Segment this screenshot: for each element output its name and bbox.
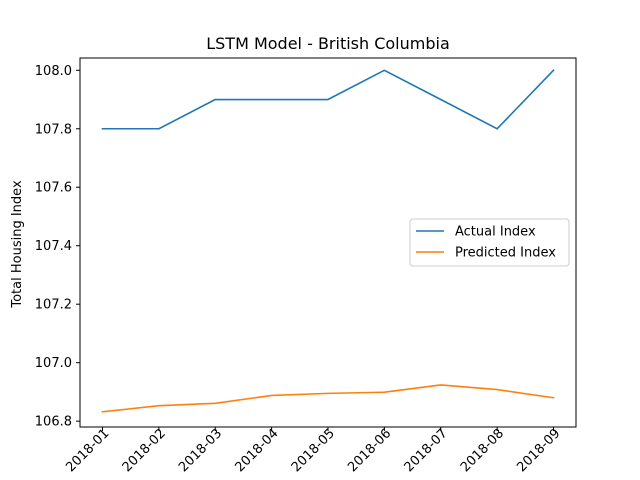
series-line-2 xyxy=(101,384,555,413)
chart-title: LSTM Model - British Columbia xyxy=(206,34,450,53)
y-axis-label: Total Housing Index xyxy=(10,180,25,309)
legend-label-2: Predicted Index xyxy=(455,246,556,261)
x-tick-label: 2018-08 xyxy=(458,426,507,475)
legend: Actual Index Predicted Index xyxy=(409,218,570,267)
y-tick-label: 107.2 xyxy=(35,298,72,313)
x-tick-label: 2018-04 xyxy=(233,426,282,475)
series-layer xyxy=(101,69,555,413)
y-tick-label: 107.0 xyxy=(35,356,72,371)
y-tick-label: 108.0 xyxy=(35,64,72,79)
x-tick-label: 2018-07 xyxy=(402,426,451,475)
axes-layer: 106.8 107.0 107.2 107.4 107.6 107.8 108.0 2018-… xyxy=(35,57,577,475)
x-tick-label: 2018-01 xyxy=(63,426,112,475)
legend-label-1: Actual Index xyxy=(455,225,536,240)
x-tick-label: 2018-02 xyxy=(120,426,169,475)
y-tick-label: 107.4 xyxy=(35,239,72,254)
series-line-1 xyxy=(101,69,555,130)
x-tick-label: 2018-05 xyxy=(289,426,338,475)
y-tick-label: 106.8 xyxy=(35,415,72,430)
x-tick-label: 2018-06 xyxy=(345,426,394,475)
y-tick-label: 107.8 xyxy=(35,122,72,137)
legend-box xyxy=(409,218,570,267)
y-tick-label: 107.6 xyxy=(35,181,72,196)
x-tick-label: 2018-03 xyxy=(176,426,225,475)
x-tick-label: 2018-09 xyxy=(514,426,563,475)
